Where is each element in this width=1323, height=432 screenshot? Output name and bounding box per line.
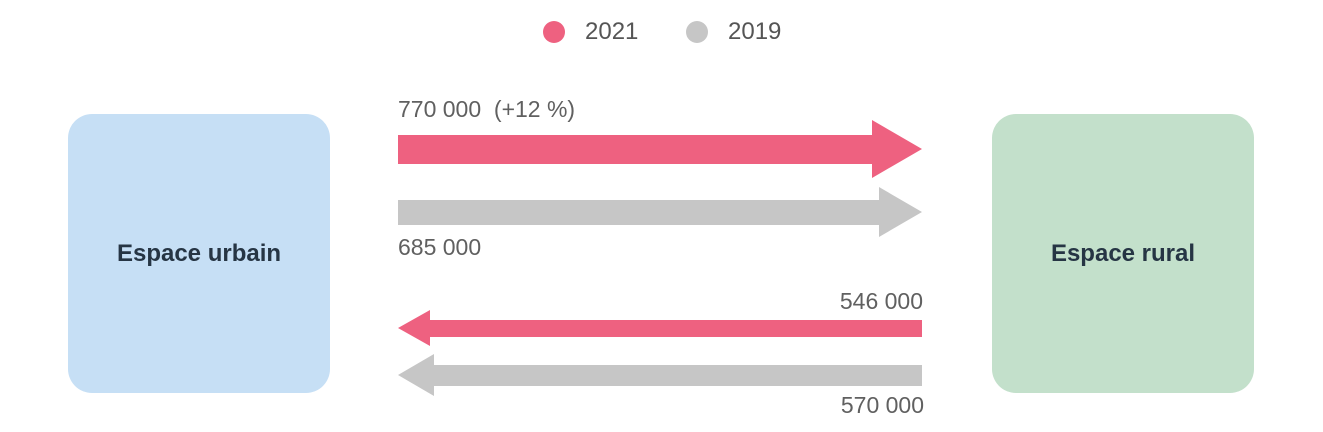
urban-space-box: Espace urbain xyxy=(68,114,330,393)
arrow-urban-to-rural-2021 xyxy=(398,120,922,178)
legend-item-2019: 2019 xyxy=(686,17,781,47)
arrow-rural-to-urban-2019 xyxy=(398,354,922,396)
rural-space-label: Espace rural xyxy=(1050,239,1196,267)
value-urban-to-rural-2021-amount: 770 000 xyxy=(398,96,482,122)
urban-space-label: Espace urbain xyxy=(116,239,282,267)
rural-space-box: Espace rural xyxy=(992,114,1254,393)
value-urban-to-rural-2021-change: (+12 %) xyxy=(493,96,576,122)
arrow-urban-to-rural-2019 xyxy=(398,187,922,237)
legend-label-2021: 2021 xyxy=(585,18,639,45)
value-rural-to-urban-2019: 570 000 xyxy=(840,392,924,418)
value-urban-to-rural-2021: 770 000 (+12 %) xyxy=(398,96,575,123)
value-urban-to-rural-2019: 685 000 xyxy=(398,234,482,260)
legend-swatch-2021 xyxy=(543,21,565,43)
value-rural-to-urban-2021: 546 000 xyxy=(839,288,923,314)
arrow-rural-to-urban-2021 xyxy=(398,310,922,346)
legend: 2021 2019 xyxy=(0,17,1323,47)
legend-label-2019: 2019 xyxy=(728,18,782,45)
legend-item-2021: 2021 xyxy=(543,17,638,47)
legend-swatch-2019 xyxy=(686,21,708,43)
